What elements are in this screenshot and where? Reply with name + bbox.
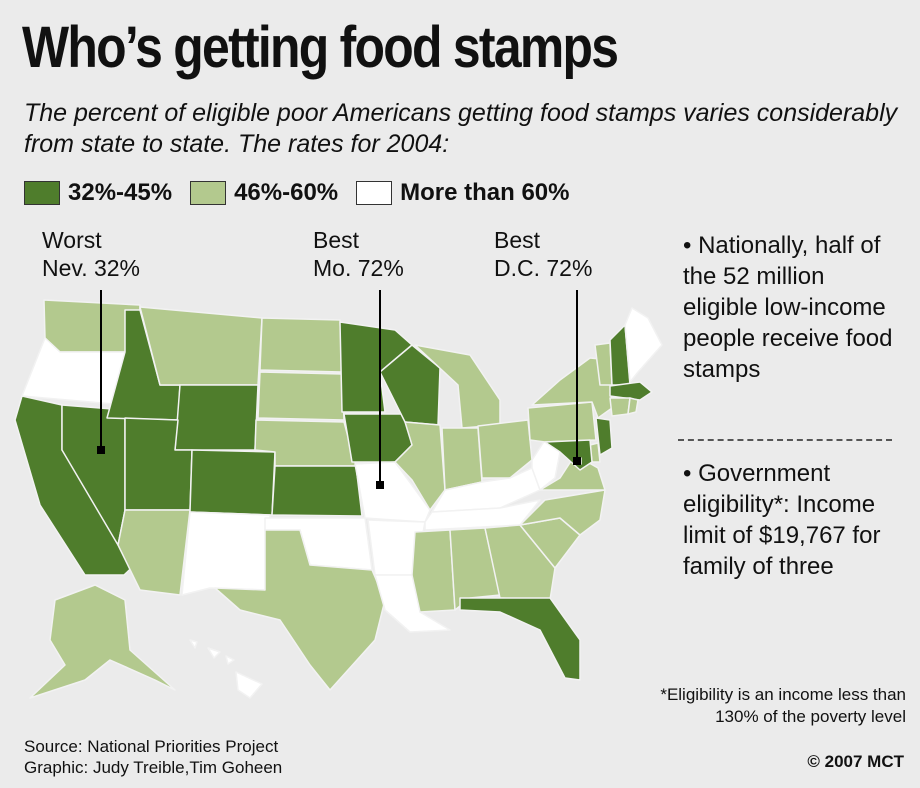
pointer-nev-marker <box>97 446 105 454</box>
note-divider <box>678 439 892 441</box>
state-PA <box>527 401 597 443</box>
state-WY <box>174 384 259 451</box>
state-WI <box>379 344 441 426</box>
state-MS <box>411 529 456 613</box>
state-CT <box>609 397 631 417</box>
callout-worst: Worst Nev. 32% <box>42 226 140 282</box>
callout-best-dc: Best D.C. 72% <box>494 226 592 282</box>
state-AL <box>449 527 501 611</box>
note-eligibility: • Government eligibility*: Income limit … <box>683 460 881 580</box>
page-title: Who’s getting food stamps <box>22 15 619 80</box>
legend-label-low: 32%-45% <box>68 179 173 206</box>
callout-best-dc-line1: Best <box>494 227 541 253</box>
state-KS <box>271 465 363 517</box>
legend-swatch-high <box>356 181 393 205</box>
state-ND <box>259 317 343 373</box>
state-MT <box>139 306 263 386</box>
legend-item-high: More than 60% <box>356 179 570 207</box>
callout-worst-line2: Nev. 32% <box>42 255 141 281</box>
state-MA <box>609 381 653 401</box>
state-AK <box>29 584 176 699</box>
note-national: • Nationally, half of the 52 million eli… <box>683 232 893 383</box>
callout-best-mo-line2: Mo. 72% <box>313 255 404 281</box>
state-IN <box>441 427 483 491</box>
state-FL <box>459 597 581 681</box>
state-RI <box>627 397 639 415</box>
subtitle: The percent of eligible poor Americans g… <box>24 99 898 158</box>
source-line: Source: National Priorities Project <box>24 737 279 756</box>
state-KY <box>431 467 541 513</box>
state-TN <box>424 499 541 531</box>
state-AZ <box>117 509 191 596</box>
callout-best-mo-line1: Best <box>313 227 360 253</box>
pointer-dc-marker <box>573 457 581 465</box>
legend-swatch-mid <box>190 181 227 205</box>
legend-label-high: More than 60% <box>400 179 570 206</box>
footnote: *Eligibility is an income less than 130%… <box>660 685 906 726</box>
legend-swatch-low <box>24 181 60 205</box>
state-IL <box>394 421 446 511</box>
state-MO <box>354 461 431 523</box>
legend-label-mid: 46%-60% <box>234 179 339 206</box>
callout-best-mo: Best Mo. 72% <box>313 226 404 282</box>
pointer-mo-marker <box>376 481 384 489</box>
state-SD <box>257 371 345 421</box>
legend-item-low: 32%-45% <box>24 179 172 207</box>
state-TX <box>214 529 386 691</box>
state-NC <box>519 489 606 536</box>
graphic-credit: Graphic: Judy Treible,Tim Goheen <box>24 758 283 777</box>
state-OH <box>477 419 533 479</box>
state-ME <box>624 307 663 383</box>
legend: 32%-45% 46%-60% More than 60% <box>24 178 588 208</box>
callout-worst-line1: Worst <box>42 227 102 253</box>
state-CO <box>189 449 276 516</box>
copyright: © 2007 MCT <box>807 752 904 771</box>
state-HI <box>189 639 263 699</box>
state-NM <box>181 511 271 596</box>
legend-item-mid: 46%-60% <box>190 179 338 207</box>
state-GA <box>484 524 556 601</box>
source-credits: Source: National Priorities Project Grap… <box>24 736 282 778</box>
callout-best-dc-line2: D.C. 72% <box>494 255 593 281</box>
